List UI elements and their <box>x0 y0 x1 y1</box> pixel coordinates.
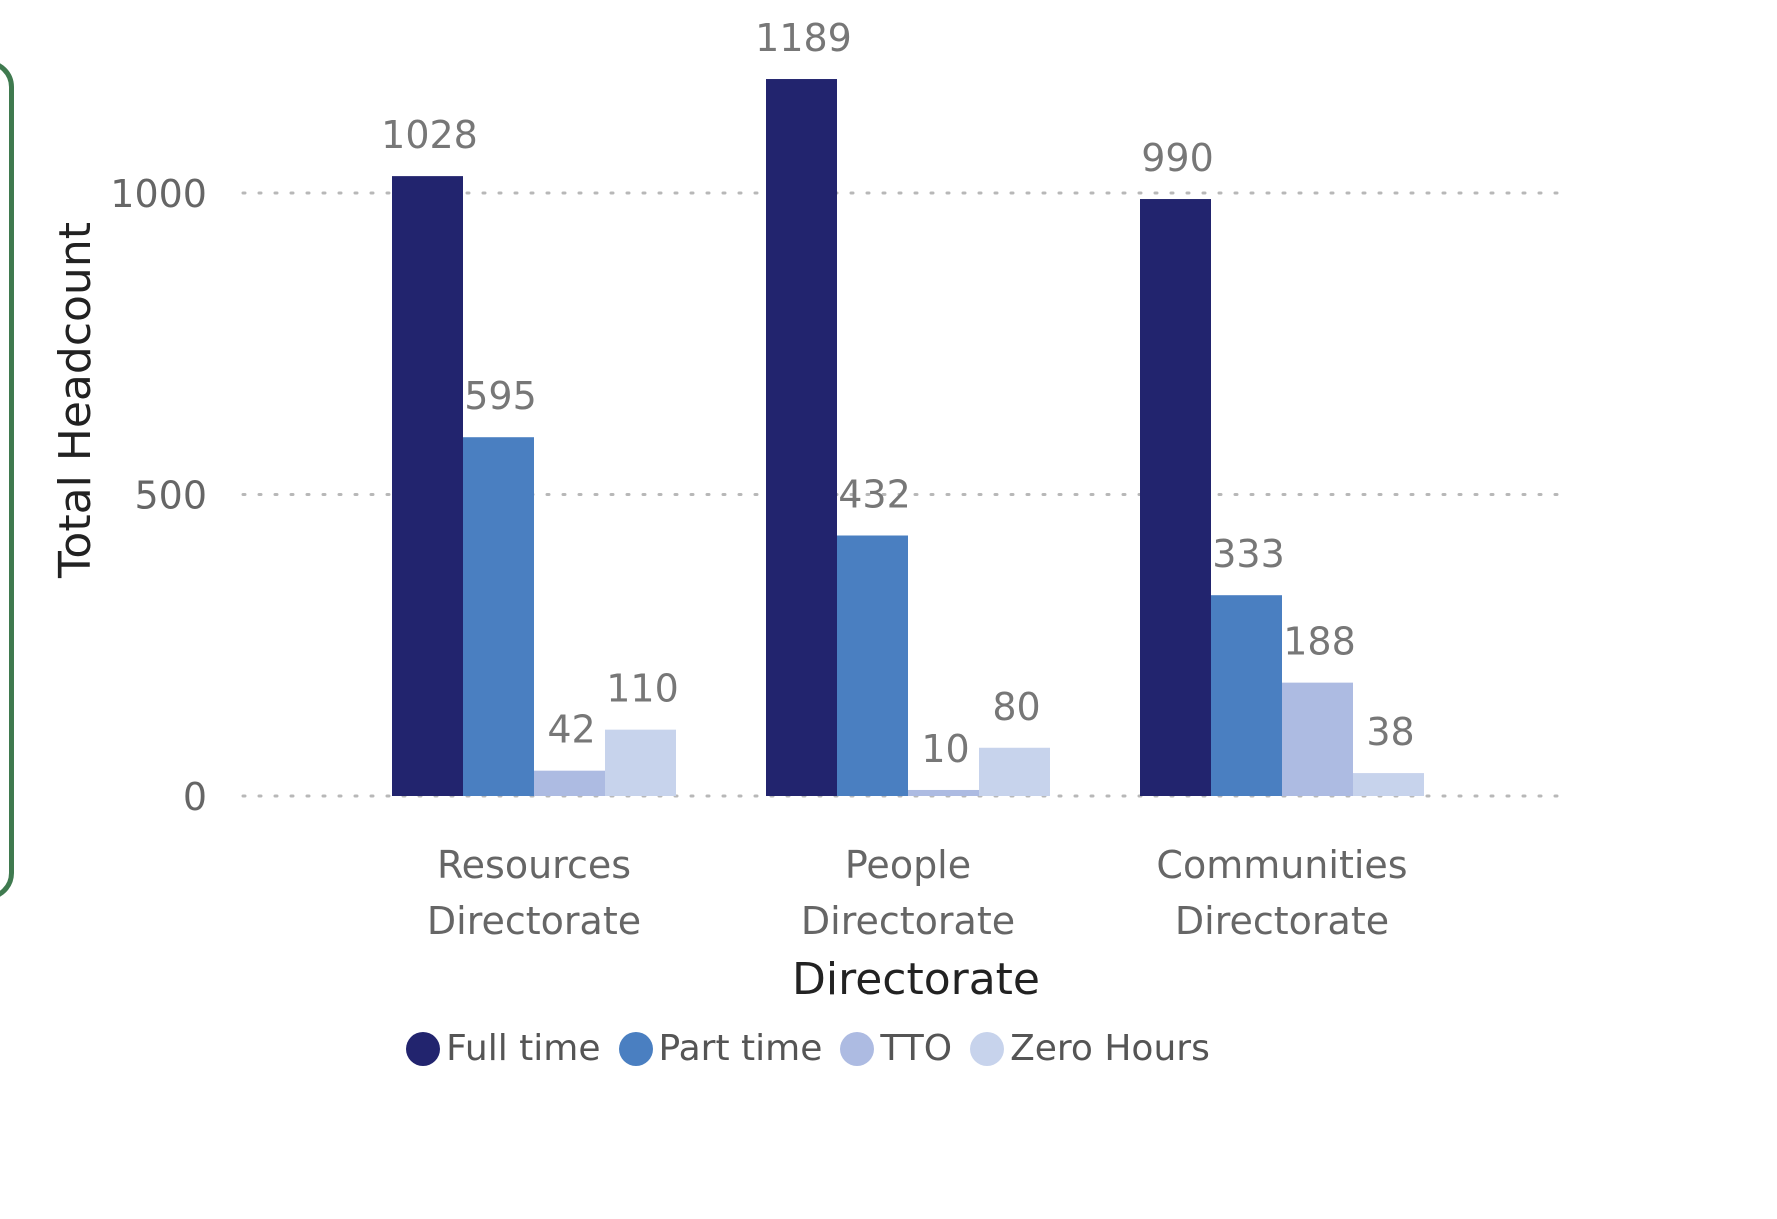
legend-label: Part time <box>658 1028 823 1069</box>
data-label: 595 <box>464 374 537 418</box>
bar <box>534 770 605 796</box>
data-label: 432 <box>838 473 911 517</box>
legend-swatch <box>970 1031 1005 1066</box>
legend: Full time Part time TTO Zero Hours <box>0 1028 1616 1069</box>
legend-label: Full time <box>446 1028 601 1069</box>
legend-label: TTO <box>880 1028 953 1069</box>
y-axis-ticks: 0 500 1000 <box>110 172 207 819</box>
bar <box>766 79 837 796</box>
y-axis-title: Total Headcount <box>50 222 101 579</box>
bar <box>392 176 463 797</box>
x-tick-label: Resources Directorate <box>427 843 641 943</box>
legend-swatch <box>840 1031 875 1066</box>
data-label: 333 <box>1212 532 1285 576</box>
legend-item: Part time <box>618 1028 823 1069</box>
bar <box>908 789 979 796</box>
bar <box>605 729 676 796</box>
bar <box>979 747 1050 796</box>
bar <box>1140 199 1211 796</box>
data-label: 110 <box>606 667 679 711</box>
bar <box>463 437 534 796</box>
x-axis-ticks: Resources Directorate People Directorate Com… <box>427 843 1408 943</box>
y-tick-label: 500 <box>134 474 207 518</box>
y-tick-label: 1000 <box>110 172 207 216</box>
data-label: 990 <box>1141 136 1214 180</box>
data-label: 188 <box>1283 620 1356 664</box>
legend-item: TTO <box>840 1028 952 1069</box>
legend-item: Zero Hours <box>970 1028 1210 1069</box>
data-label: 38 <box>1366 710 1414 754</box>
data-label: 10 <box>921 727 969 771</box>
bars <box>392 79 1424 797</box>
bar <box>837 535 908 796</box>
data-label: 1028 <box>381 113 478 157</box>
x-tick-label: People Directorate <box>801 843 1015 943</box>
y-tick-label: 0 <box>183 775 207 819</box>
legend-swatch <box>618 1031 653 1066</box>
data-label: 1189 <box>755 16 852 60</box>
legend-label: Zero Hours <box>1010 1028 1210 1069</box>
bar <box>1211 595 1282 796</box>
bar <box>1353 773 1424 796</box>
legend-swatch <box>406 1031 441 1066</box>
legend-item: Full time <box>406 1028 601 1069</box>
data-label: 42 <box>547 708 595 752</box>
x-axis-title: Directorate <box>792 954 1040 1005</box>
data-label: 80 <box>992 685 1040 729</box>
data-labels: 1028 1189 990 595 432 333 42 10 188 110 80 38 <box>381 16 1415 771</box>
x-tick-label: Communities Directorate <box>1156 843 1407 943</box>
bar <box>1282 682 1353 796</box>
